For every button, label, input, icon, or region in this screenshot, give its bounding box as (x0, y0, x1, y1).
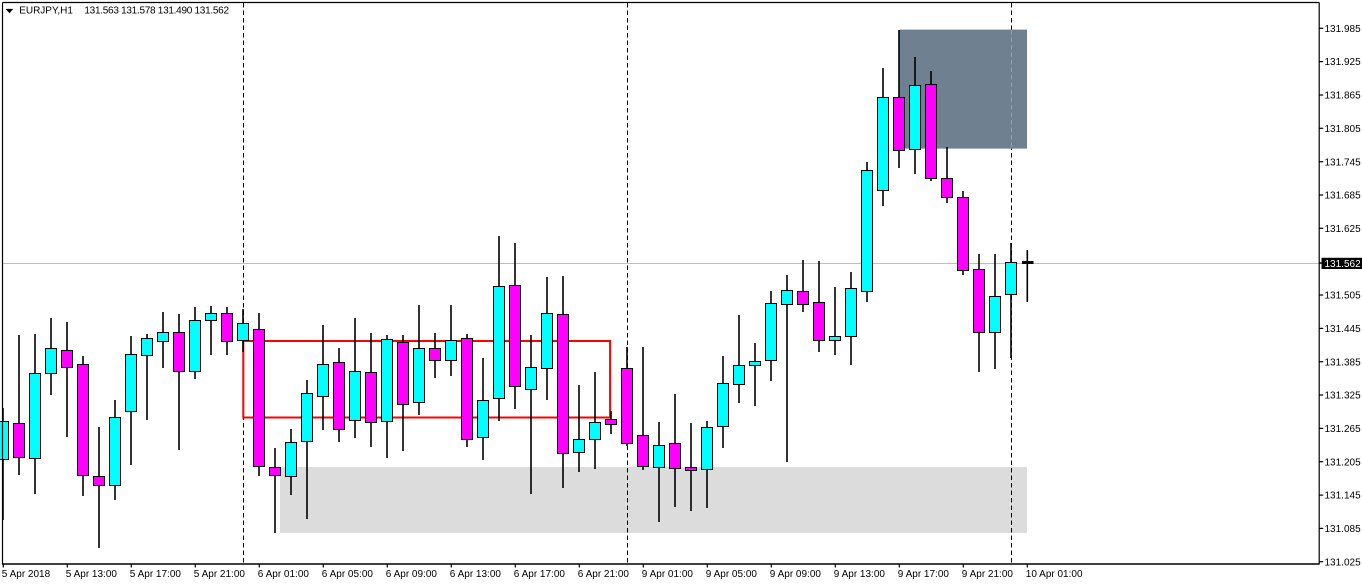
svg-text:EURJPY,H1: EURJPY,H1 (19, 6, 73, 17)
svg-text:131.865: 131.865 (1325, 91, 1362, 102)
svg-text:131.805: 131.805 (1325, 124, 1362, 135)
svg-text:5 Apr 17:00: 5 Apr 17:00 (130, 569, 182, 580)
svg-text:131.385: 131.385 (1325, 357, 1362, 368)
svg-text:131.563 131.578 131.490 131.56: 131.563 131.578 131.490 131.562 (84, 6, 229, 17)
svg-text:131.505: 131.505 (1325, 291, 1362, 302)
svg-text:131.625: 131.625 (1325, 224, 1362, 235)
svg-text:9 Apr 01:00: 9 Apr 01:00 (642, 569, 694, 580)
svg-text:131.265: 131.265 (1325, 424, 1362, 435)
svg-text:131.205: 131.205 (1325, 457, 1362, 468)
svg-text:6 Apr 21:00: 6 Apr 21:00 (578, 569, 630, 580)
svg-text:10 Apr 01:00: 10 Apr 01:00 (1026, 569, 1083, 580)
svg-text:9 Apr 13:00: 9 Apr 13:00 (834, 569, 886, 580)
svg-text:9 Apr 05:00: 9 Apr 05:00 (706, 569, 758, 580)
svg-text:131.745: 131.745 (1325, 157, 1362, 168)
svg-text:131.925: 131.925 (1325, 57, 1362, 68)
svg-text:6 Apr 05:00: 6 Apr 05:00 (322, 569, 374, 580)
svg-text:6 Apr 01:00: 6 Apr 01:00 (258, 569, 310, 580)
svg-text:6 Apr 13:00: 6 Apr 13:00 (450, 569, 502, 580)
svg-text:9 Apr 21:00: 9 Apr 21:00 (962, 569, 1014, 580)
svg-text:131.562: 131.562 (1325, 259, 1362, 270)
svg-text:131.445: 131.445 (1325, 324, 1362, 335)
svg-text:131.025: 131.025 (1325, 557, 1362, 568)
svg-text:5 Apr 21:00: 5 Apr 21:00 (194, 569, 246, 580)
svg-text:131.685: 131.685 (1325, 191, 1362, 202)
svg-text:6 Apr 09:00: 6 Apr 09:00 (386, 569, 438, 580)
svg-text:131.325: 131.325 (1325, 391, 1362, 402)
svg-text:6 Apr 17:00: 6 Apr 17:00 (514, 569, 566, 580)
svg-text:131.145: 131.145 (1325, 491, 1362, 502)
svg-text:131.985: 131.985 (1325, 24, 1362, 35)
svg-text:9 Apr 17:00: 9 Apr 17:00 (898, 569, 950, 580)
svg-text:5 Apr 2018: 5 Apr 2018 (2, 569, 51, 580)
svg-text:9 Apr 09:00: 9 Apr 09:00 (770, 569, 822, 580)
svg-text:5 Apr 13:00: 5 Apr 13:00 (66, 569, 118, 580)
svg-text:131.085: 131.085 (1325, 524, 1362, 535)
